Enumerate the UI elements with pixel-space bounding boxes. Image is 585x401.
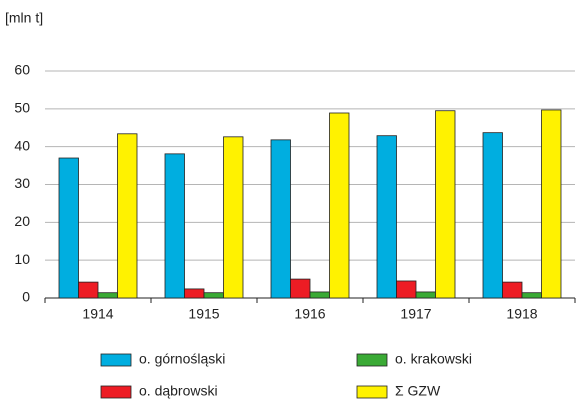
y-axis-label: [mln t] — [5, 10, 43, 26]
x-tick-label: 1915 — [188, 306, 219, 322]
bar — [376, 135, 397, 299]
bar — [309, 291, 330, 299]
y-tick-label: 60 — [14, 62, 30, 78]
bar — [78, 281, 99, 299]
x-tick-label: 1917 — [400, 306, 431, 322]
y-tick-label: 30 — [14, 175, 30, 191]
x-tick-label: 1918 — [506, 306, 537, 322]
bar — [203, 292, 224, 299]
legend-label: Σ GZW — [395, 383, 441, 399]
bar — [329, 112, 350, 299]
legend-swatch — [100, 385, 132, 399]
bar — [117, 133, 138, 299]
legend-swatch — [100, 353, 132, 367]
bar — [97, 292, 118, 299]
bar — [223, 136, 244, 299]
bar — [184, 288, 205, 299]
legend-label: o. górnośląski — [139, 351, 225, 367]
bar — [435, 110, 456, 299]
bar — [541, 109, 562, 299]
legend-label: o. dąbrowski — [139, 383, 218, 399]
y-tick-label: 0 — [22, 289, 30, 305]
bar — [415, 291, 436, 299]
y-tick-label: 20 — [14, 213, 30, 229]
bar — [290, 278, 311, 299]
legend-label: o. krakowski — [395, 351, 472, 367]
y-tick-label: 50 — [14, 100, 30, 116]
y-tick-label: 10 — [14, 251, 30, 267]
bar — [58, 157, 79, 299]
legend-swatch — [356, 385, 388, 399]
bar — [164, 153, 185, 299]
bar — [521, 292, 542, 299]
bar — [482, 132, 503, 299]
bar — [502, 281, 523, 299]
x-tick-label: 1914 — [82, 306, 113, 322]
bar — [396, 280, 417, 299]
legend-swatch — [356, 353, 388, 367]
y-tick-label: 40 — [14, 137, 30, 153]
bar — [270, 139, 291, 299]
x-tick-label: 1916 — [294, 306, 325, 322]
